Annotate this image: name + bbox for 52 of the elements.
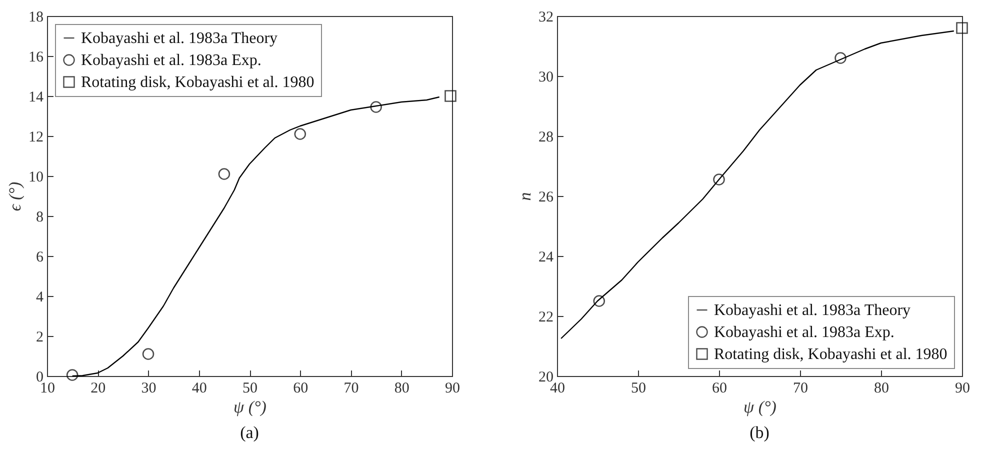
y-tick-label: 26 [538,190,554,206]
legend-label: Rotating disk, Kobayashi et al. 1980 [81,74,314,91]
x-tick-label: 40 [192,380,207,396]
legend-label: Kobayashi et al. 1983a Exp. [714,324,894,341]
y-tick-label: 10 [28,170,44,186]
text: (b) [750,423,770,442]
y-tick-label: 22 [538,310,554,326]
x-tick-label: 70 [793,380,808,396]
point [294,128,306,140]
x-tick-label: 80 [874,380,889,396]
point [834,52,846,64]
x-tick-label: 50 [242,380,258,396]
point [956,22,968,34]
y-tick-label: 8 [36,210,44,226]
y-axis-title: ϵ (°) [6,182,24,212]
y-tick-label: 0 [36,370,44,386]
point [713,174,725,186]
y-tick-label: 24 [538,250,554,266]
y-tick-label: 2 [36,330,44,346]
y-tick-label: 12 [28,130,44,146]
x-axis-title: ψ (°) [234,398,267,416]
x-tick-label: 20 [90,380,106,396]
legend-label: Kobayashi et al. 1983a Theory [81,30,278,47]
text: (a) [240,423,259,442]
y-tick-label: 4 [36,290,44,306]
point [593,295,606,307]
legend-label: Kobayashi et al. 1983a Theory [714,302,911,319]
x-tick-label: 80 [394,380,410,396]
x-tick-label: 90 [445,380,460,396]
x-tick-label: 90 [955,380,970,396]
x-tick-label: 70 [344,380,359,396]
point [218,168,230,180]
point [142,348,154,360]
legend-label: Rotating disk, Kobayashi et al. 1980 [714,346,948,363]
point [370,101,382,113]
y-tick-label: 6 [36,250,44,266]
point [66,369,78,381]
x-tick-label: 60 [293,380,308,396]
x-tick-label: 60 [712,380,727,396]
y-tick-label: 14 [28,90,44,106]
x-axis-title: ψ (°) [744,398,777,416]
line-series [560,30,954,340]
y-tick-label: 32 [538,10,554,26]
y-tick-label: 30 [538,70,554,86]
legend-label: Kobayashi et al. 1983a Exp. [81,52,262,69]
point [444,90,456,102]
y-axis-title: n [516,192,534,201]
y-tick-label: 28 [538,130,554,146]
y-tick-label: 16 [28,50,44,66]
y-tick-label: 18 [28,10,44,26]
x-tick-label: 50 [631,380,646,396]
x-tick-label: 30 [141,380,156,396]
